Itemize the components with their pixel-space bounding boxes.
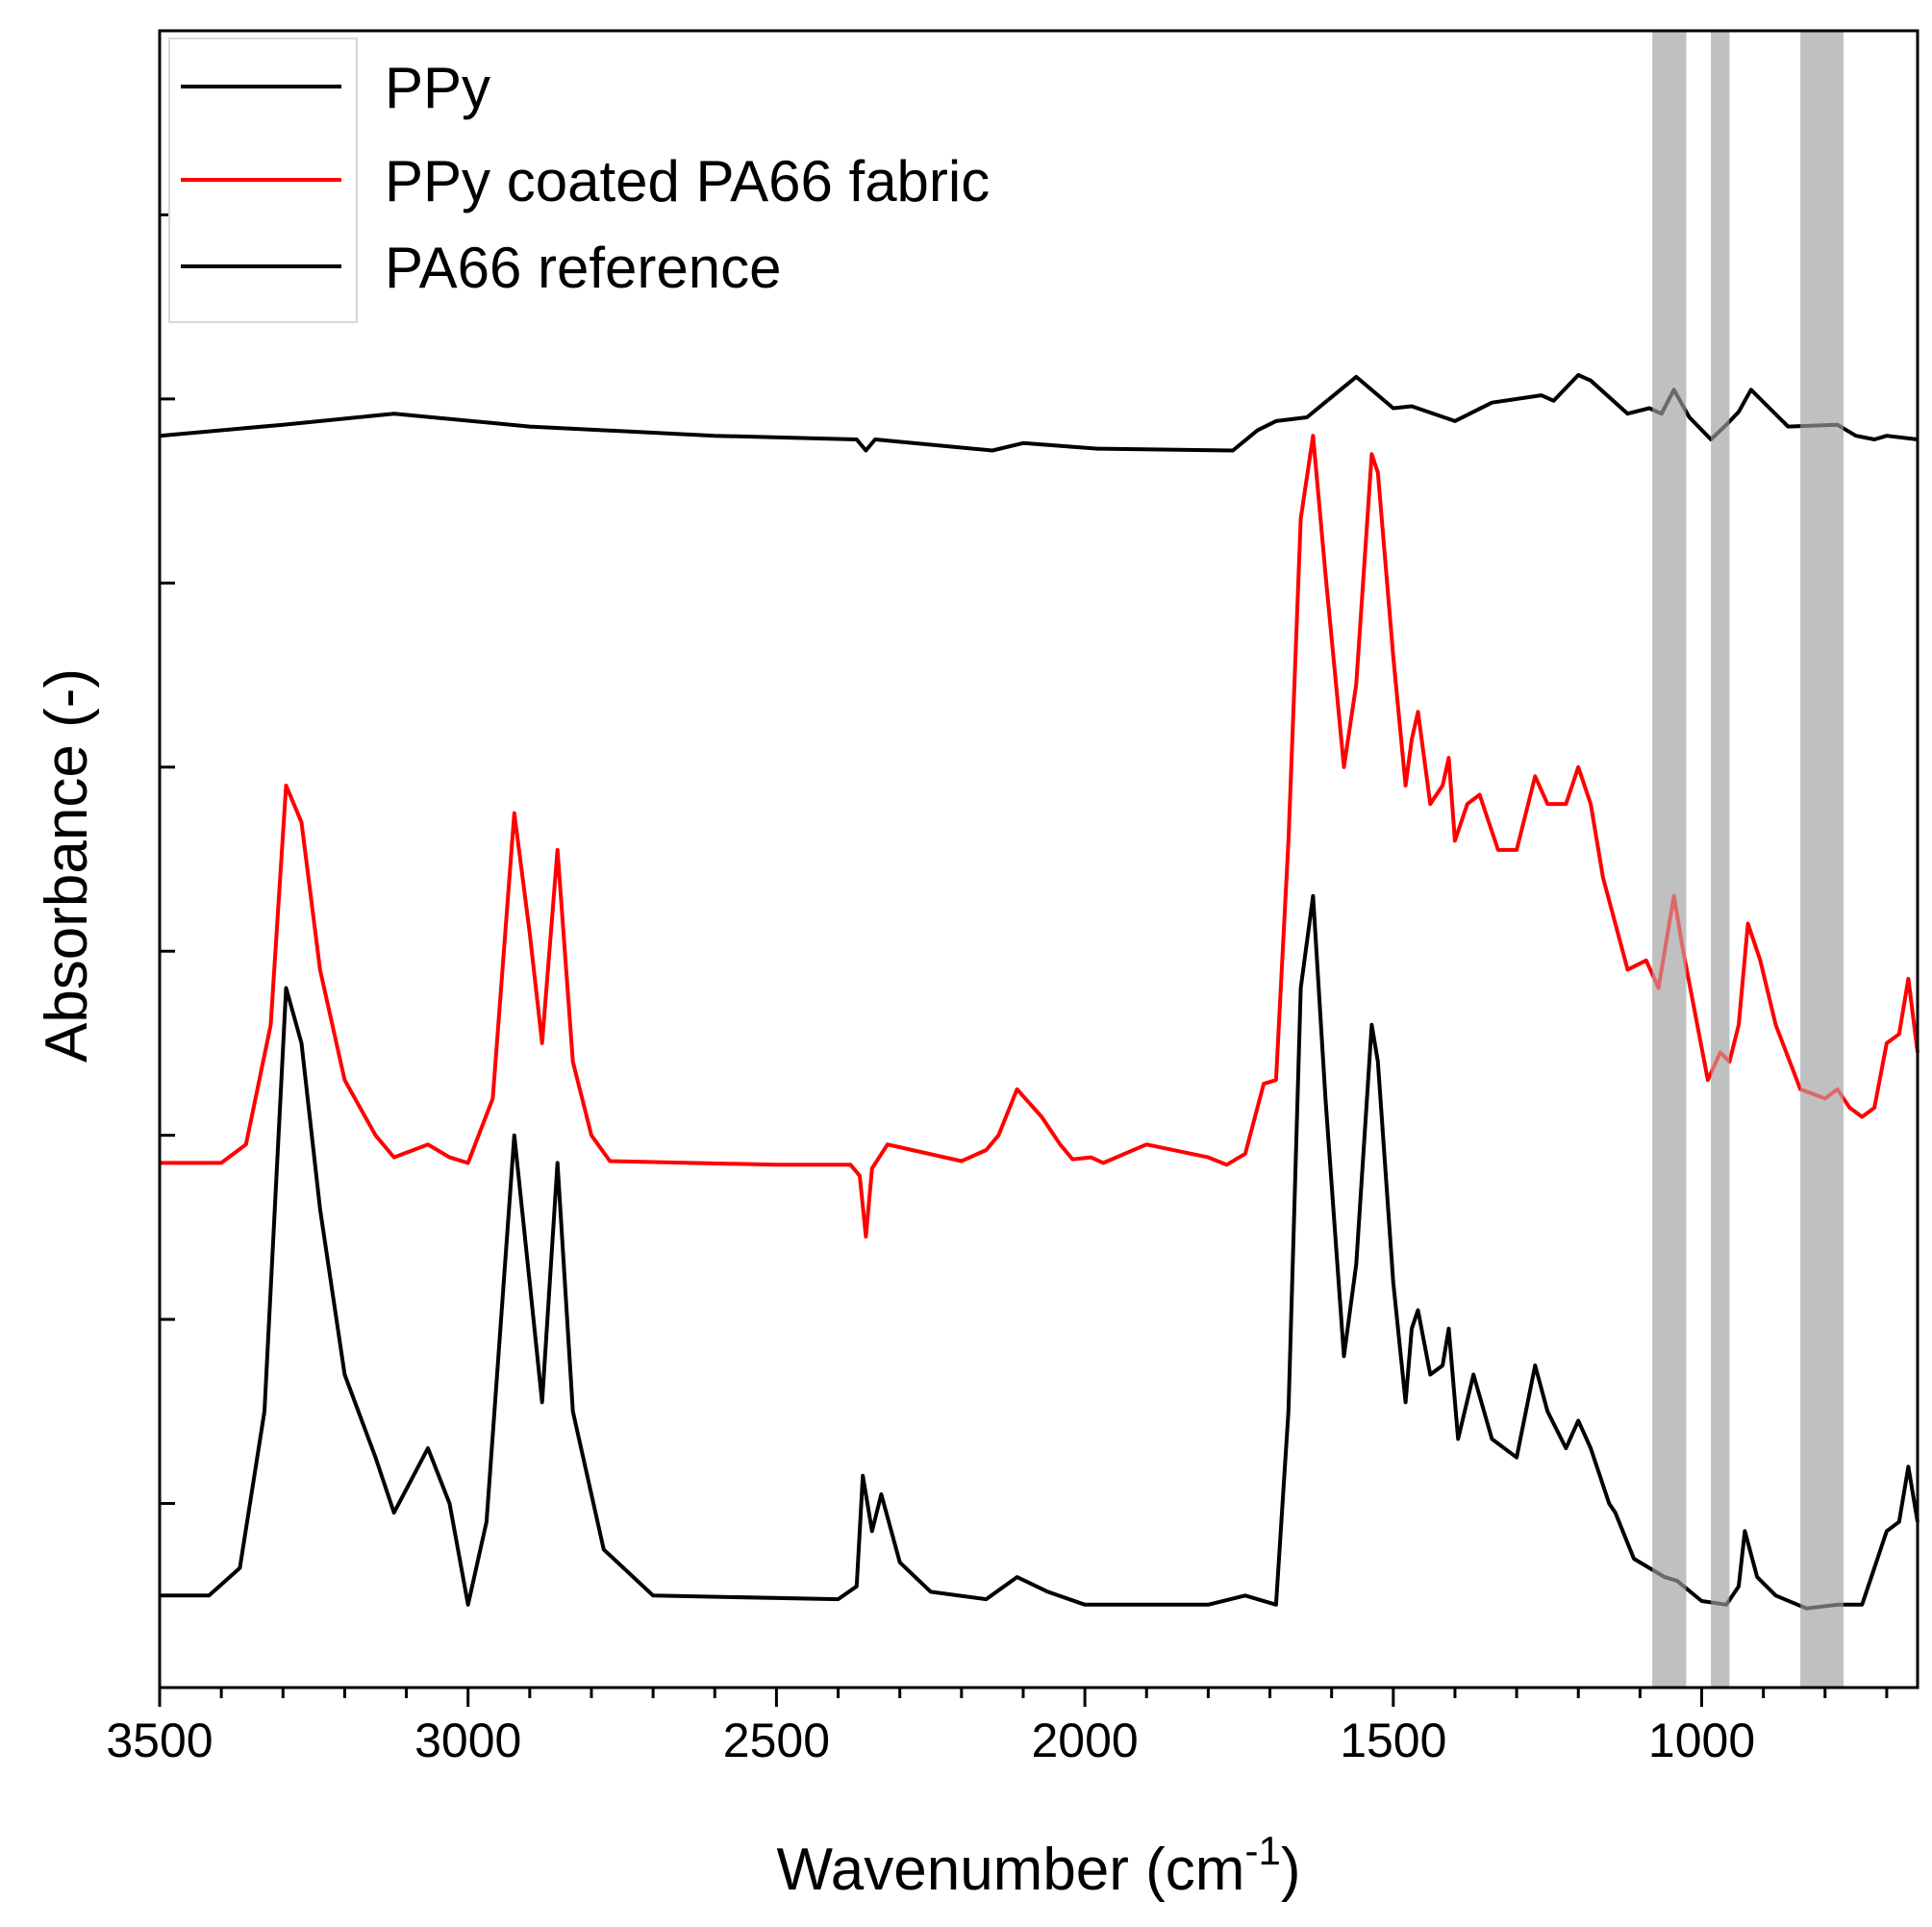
- x-tick-label-1000: 1000: [1648, 1714, 1755, 1767]
- highlight-band-overlay-3: [1800, 31, 1844, 1688]
- legend-label-ppy-coated: PPy coated PA66 fabric: [385, 149, 990, 213]
- spectra-series: [159, 31, 1919, 1688]
- x-tick-label-3000: 3000: [414, 1714, 521, 1767]
- highlight-band-overlay-1: [1652, 31, 1687, 1688]
- y-axis-ticks: [160, 213, 175, 1506]
- x-axis-title-main: Wavenumber (cm: [777, 1837, 1245, 1903]
- x-tick-label-2500: 2500: [723, 1714, 830, 1767]
- x-tick-label-3500: 3500: [106, 1714, 213, 1767]
- legend: PPy PPy coated PA66 fabric PA66 referenc…: [168, 38, 990, 323]
- x-axis-ticks: 3500 3000 2500 2000 1500 1000: [106, 1688, 1889, 1767]
- x-axis-title: Wavenumber (cm-1): [777, 1828, 1301, 1903]
- y-axis-title: Absorbance (-): [34, 668, 100, 1063]
- series-line-1: [159, 373, 1919, 453]
- legend-label-ppy: PPy: [385, 56, 490, 120]
- x-axis-title-superscript: -1: [1244, 1828, 1280, 1873]
- plot-area-frame: [158, 29, 1919, 1689]
- legend-label-pa66-ref: PA66 reference: [385, 236, 781, 300]
- x-axis-title-suffix: ): [1281, 1837, 1301, 1903]
- highlight-band-overlay-2: [1711, 31, 1730, 1688]
- x-tick-label-1500: 1500: [1340, 1714, 1446, 1767]
- x-tick-label-2000: 2000: [1031, 1714, 1138, 1767]
